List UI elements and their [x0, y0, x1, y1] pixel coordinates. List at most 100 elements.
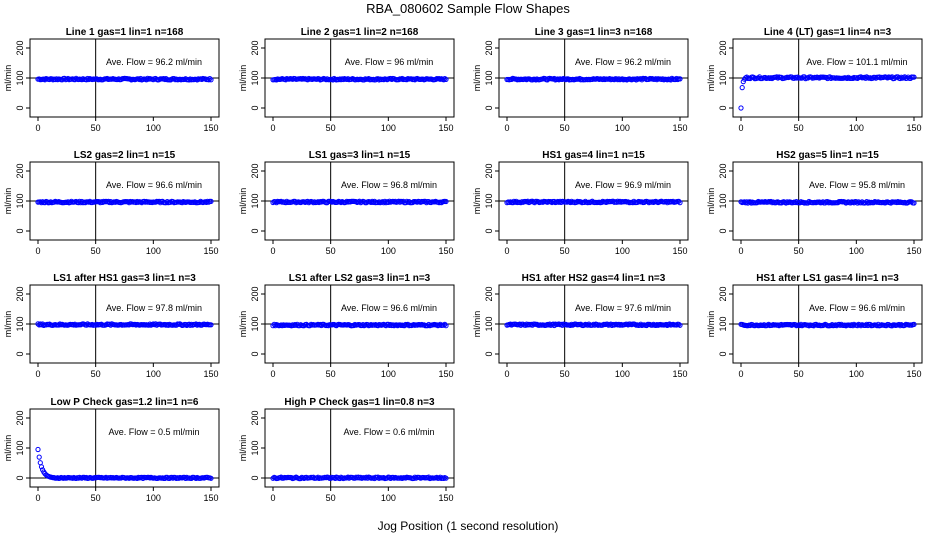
data-point: [443, 198, 449, 205]
average-flow-annotation: Ave. Flow = 101.1 ml/min: [806, 57, 907, 67]
panel-title: Line 3 gas=1 lin=3 n=168: [535, 27, 653, 38]
data-point: [351, 322, 357, 329]
data-point: [611, 77, 617, 83]
data-point: [37, 460, 43, 466]
x-tick-label: 150: [672, 246, 687, 256]
y-tick-label: 200: [718, 286, 728, 301]
panel-6: LS1 gas=3 lin=1 n=15 0 50 100 150 0 100 200ml/m…: [238, 150, 455, 256]
average-flow-annotation: Ave. Flow = 0.6 ml/min: [343, 427, 434, 437]
data-point: [557, 198, 563, 204]
data-point: [138, 75, 144, 82]
x-tick-label: 50: [560, 246, 570, 256]
x-tick-label: 100: [615, 123, 630, 133]
data-point: [422, 198, 428, 204]
y-tick-label: 100: [718, 193, 728, 208]
y-tick-label: 100: [15, 440, 25, 455]
data-point: [677, 200, 683, 206]
average-flow-annotation: Ave. Flow = 0.5 ml/min: [108, 427, 199, 437]
y-tick-label: 200: [484, 163, 494, 178]
average-flow-annotation: Ave. Flow = 96.2 ml/min: [575, 57, 671, 67]
y-tick-label: 100: [484, 70, 494, 85]
panel-title: Line 1 gas=1 lin=1 n=168: [66, 27, 184, 38]
y-tick-label: 0: [718, 105, 728, 110]
x-tick-label: 0: [270, 493, 275, 503]
data-point: [361, 77, 367, 83]
panel-5: LS2 gas=2 lin=1 n=15 0 50 100 150 0 100 200ml/m…: [3, 150, 220, 256]
x-tick-label: 150: [672, 123, 687, 133]
data-point: [273, 77, 280, 83]
panel-1: Line 1 gas=1 lin=1 n=168 0 50 100 150 0 100 200…: [3, 27, 220, 133]
x-tick-label: 0: [35, 246, 40, 256]
y-tick-label: 0: [250, 228, 260, 233]
panel-11: HS1 after HS2 gas=4 lin=1 n=3 0 50 100 150 0 1…: [472, 273, 689, 379]
x-tick-label: 150: [906, 369, 921, 379]
x-tick-label: 0: [35, 123, 40, 133]
data-point: [434, 474, 440, 480]
y-tick-label: 0: [484, 228, 494, 233]
data-point: [442, 321, 448, 327]
panel-title: HS1 gas=4 lin=1 n=15: [542, 150, 645, 161]
data-point: [424, 323, 431, 329]
data-point: [792, 322, 798, 328]
x-tick-label: 150: [438, 246, 453, 256]
data-point: [823, 74, 829, 81]
data-point: [134, 475, 140, 481]
data-point: [170, 199, 176, 205]
panel-title: HS1 after HS2 gas=4 lin=1 n=3: [522, 273, 666, 284]
x-tick-label: 0: [504, 369, 509, 379]
data-point: [871, 200, 877, 206]
panel-title: High P Check gas=1 lin=0.8 n=3: [284, 397, 435, 408]
y-axis-label: ml/min: [706, 65, 716, 92]
y-tick-label: 0: [250, 105, 260, 110]
y-tick-label: 200: [250, 163, 260, 178]
panel-9: LS1 after HS1 gas=3 lin=1 n=3 0 50 100 150 0 1…: [3, 273, 220, 379]
x-tick-label: 100: [849, 246, 864, 256]
y-tick-label: 200: [15, 163, 25, 178]
x-tick-label: 50: [326, 369, 336, 379]
data-point: [441, 77, 447, 83]
data-point: [829, 322, 835, 328]
panel-2: Line 2 gas=1 lin=2 n=168 0 50 100 150 0 100 200…: [238, 27, 455, 133]
panel-title: LS1 after LS2 gas=3 lin=1 n=3: [289, 273, 431, 284]
data-point: [38, 464, 45, 470]
x-tick-label: 50: [326, 123, 336, 133]
data-point: [208, 475, 214, 481]
data-point: [911, 200, 917, 206]
average-flow-annotation: Ave. Flow = 96.9 ml/min: [575, 180, 671, 190]
y-axis-label: ml/min: [3, 311, 13, 338]
y-axis-label: ml/min: [3, 188, 13, 215]
average-flow-annotation: Ave. Flow = 97.6 ml/min: [575, 303, 671, 313]
y-tick-label: 200: [484, 40, 494, 55]
x-tick-label: 100: [146, 493, 161, 503]
y-tick-label: 0: [718, 351, 728, 356]
y-tick-label: 200: [15, 410, 25, 425]
x-tick-label: 0: [270, 369, 275, 379]
x-tick-label: 50: [560, 369, 570, 379]
panel-4: Line 4 (LT) gas=1 lin=4 n=3 0 50 100 150 0 100…: [706, 27, 923, 133]
panel-8: HS2 gas=5 lin=1 n=15 0 50 100 150 0 100 200ml/m…: [706, 150, 923, 256]
y-tick-label: 100: [484, 193, 494, 208]
data-point: [298, 475, 304, 482]
x-tick-label: 100: [381, 369, 396, 379]
data-point: [153, 321, 159, 327]
y-tick-label: 100: [250, 70, 260, 85]
y-tick-label: 100: [250, 316, 260, 331]
y-tick-label: 100: [250, 193, 260, 208]
y-tick-label: 200: [250, 286, 260, 301]
y-tick-label: 0: [15, 475, 25, 480]
average-flow-annotation: Ave. Flow = 96 ml/min: [345, 57, 434, 67]
average-flow-annotation: Ave. Flow = 95.8 ml/min: [809, 180, 905, 190]
figure-title: RBA_080602 Sample Flow Shapes: [366, 1, 570, 16]
y-tick-label: 100: [15, 316, 25, 331]
x-tick-label: 100: [381, 493, 396, 503]
panel-title: Line 2 gas=1 lin=2 n=168: [301, 27, 419, 38]
y-tick-label: 200: [250, 410, 260, 425]
data-point: [325, 323, 331, 329]
x-tick-label: 50: [326, 493, 336, 503]
data-point: [208, 198, 214, 204]
x-tick-label: 0: [35, 369, 40, 379]
y-tick-label: 0: [250, 351, 260, 356]
data-point: [207, 76, 213, 82]
x-tick-label: 100: [146, 369, 161, 379]
